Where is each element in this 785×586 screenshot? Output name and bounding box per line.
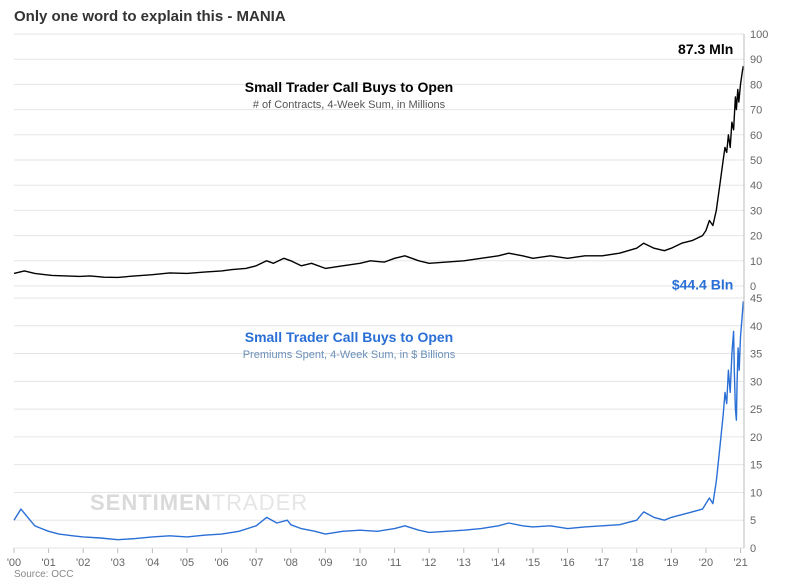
svg-text:# of Contracts, 4-Week Sum, in: # of Contracts, 4-Week Sum, in Millions — [253, 99, 446, 111]
svg-text:10: 10 — [750, 487, 762, 499]
source-label: Source: OCC — [14, 569, 73, 580]
svg-text:100: 100 — [750, 29, 768, 41]
svg-text:'10: '10 — [353, 557, 367, 569]
svg-text:'14: '14 — [491, 557, 505, 569]
svg-text:'03: '03 — [111, 557, 125, 569]
svg-text:'11: '11 — [388, 557, 402, 569]
svg-text:70: 70 — [750, 105, 762, 117]
svg-text:'05: '05 — [180, 557, 194, 569]
svg-text:'04: '04 — [145, 557, 159, 569]
svg-text:'15: '15 — [526, 557, 540, 569]
svg-text:'16: '16 — [560, 557, 574, 569]
svg-text:45: 45 — [750, 293, 762, 305]
svg-text:'18: '18 — [630, 557, 644, 569]
svg-text:'00: '00 — [7, 557, 21, 569]
chart-title: Only one word to explain this - MANIA — [14, 8, 286, 25]
svg-text:'07: '07 — [249, 557, 263, 569]
chart-svg: '00 '01 '02 '03 '04 '05 '06 '07 '08 '09 '10 '11 '12 '… — [0, 0, 785, 586]
svg-text:35: 35 — [750, 349, 762, 361]
svg-text:20: 20 — [750, 231, 762, 243]
svg-text:'20: '20 — [699, 557, 713, 569]
svg-text:5: 5 — [750, 515, 756, 527]
svg-text:$44.4 Bln: $44.4 Bln — [672, 276, 733, 292]
svg-text:90: 90 — [750, 54, 762, 66]
svg-text:87.3 Mln: 87.3 Mln — [678, 41, 733, 57]
svg-text:0: 0 — [750, 543, 756, 555]
svg-text:'12: '12 — [422, 557, 436, 569]
svg-text:40: 40 — [750, 321, 762, 333]
svg-text:Small Trader Call Buys to Open: Small Trader Call Buys to Open — [245, 329, 454, 345]
svg-text:25: 25 — [750, 404, 762, 416]
svg-text:40: 40 — [750, 180, 762, 192]
svg-text:'19: '19 — [664, 557, 678, 569]
svg-text:30: 30 — [750, 205, 762, 217]
svg-text:'01: '01 — [41, 557, 55, 569]
svg-text:'02: '02 — [76, 557, 90, 569]
svg-text:30: 30 — [750, 376, 762, 388]
svg-text:60: 60 — [750, 130, 762, 142]
svg-text:0: 0 — [750, 281, 756, 293]
svg-text:10: 10 — [750, 256, 762, 268]
svg-text:'06: '06 — [214, 557, 228, 569]
svg-text:SENTIMENTRADER: SENTIMENTRADER — [90, 490, 308, 515]
svg-text:15: 15 — [750, 460, 762, 472]
svg-text:'13: '13 — [457, 557, 471, 569]
svg-text:'17: '17 — [595, 557, 609, 569]
chart-container: Only one word to explain this - MANIA '0… — [0, 0, 785, 586]
svg-text:50: 50 — [750, 155, 762, 167]
svg-text:'09: '09 — [318, 557, 332, 569]
svg-text:Premiums Spent, 4-Week Sum, in: Premiums Spent, 4-Week Sum, in $ Billion… — [243, 349, 456, 361]
svg-text:'08: '08 — [284, 557, 298, 569]
svg-text:20: 20 — [750, 432, 762, 444]
svg-text:'21: '21 — [733, 557, 747, 569]
svg-text:Small Trader Call Buys to Open: Small Trader Call Buys to Open — [245, 79, 454, 95]
svg-text:80: 80 — [750, 79, 762, 91]
